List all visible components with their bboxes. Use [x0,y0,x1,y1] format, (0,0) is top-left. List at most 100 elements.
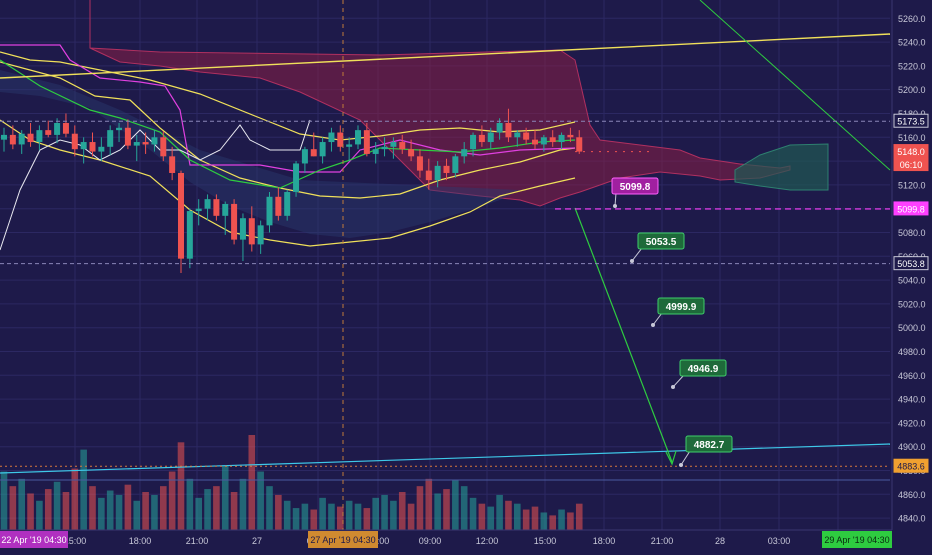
candle-body [9,134,16,145]
time-tick-label: 21:00 [651,536,674,546]
time-tick-label: 27 [252,536,262,546]
projection-arrowhead [665,450,677,466]
crosshair-time-label: 27 Apr '19 04:30 [310,535,375,545]
time-axis-background [0,530,932,550]
candle-body [195,208,202,212]
candle-body [1,134,7,140]
candle-body [18,133,25,145]
conversion-line [0,59,576,189]
candle-body [461,149,468,157]
volume-bar [567,512,574,530]
candle-body [319,142,326,157]
volume-bar [363,508,371,530]
candle-body [337,132,344,147]
time-tick-label: 15:00 [534,536,557,546]
volume-bar [407,503,415,530]
callout-anchor [630,259,634,263]
price-tick-label: 5260.0 [898,14,926,24]
candle-body [346,144,353,147]
callout-leader [631,247,643,262]
price-axis-background [892,0,932,550]
volume-bar [514,503,521,530]
candle-body [160,137,167,157]
callout-box[interactable] [679,359,727,377]
volume-bar [310,509,318,530]
callout-leader [672,374,685,388]
price-tag[interactable] [893,201,929,216]
volume-bar [460,486,468,530]
price-tag[interactable] [893,458,929,473]
candle-body [549,137,556,143]
volume-bar [0,471,8,530]
candle-body [133,142,140,146]
volume-bar [390,500,397,530]
price-tag-label: 5099.8 [897,204,925,214]
volume-bar [213,486,220,530]
ichimoku-cloud [0,0,829,238]
candle-body [381,146,388,150]
volume-bar [425,478,433,530]
callout-leader [652,312,663,326]
time-tick-label: 09:00 [419,536,442,546]
candle-body [284,192,291,216]
callout-anchor [671,385,675,389]
rising-trendline [0,33,891,79]
volume-bar [381,494,388,530]
volume-bar [283,500,291,530]
trend-drawings [0,0,891,530]
candle-body [27,133,34,143]
time-axis[interactable]: 15:0018:0021:002703:0006:0009:0012:0015:… [0,529,932,550]
volume-bar [53,481,61,530]
volume-bar [337,506,344,530]
callout-box[interactable] [637,232,685,250]
candle-body [505,123,512,138]
volume-bar [416,486,424,530]
target-callouts[interactable]: 5099.8 5053.5 4999.9 4946.9 4882.7 [611,177,733,467]
volume-bar [27,493,34,530]
volume-bar [434,493,441,530]
candle-body [213,199,220,216]
volume-bar [151,494,158,530]
volume-bar [496,494,503,530]
callout-label: 4882.7 [694,440,725,451]
price-tag[interactable] [893,157,929,172]
candle-body [222,203,229,216]
callout-label: 5053.5 [646,237,677,248]
range-end-label: 29 Apr '19 04:30 [824,535,889,545]
price-tick-label: 5040.0 [898,276,926,286]
callout-box[interactable] [611,177,659,195]
range-end-tag[interactable] [822,531,892,548]
time-tick-label: 21:00 [186,536,209,546]
candle-body [523,132,530,140]
price-axis[interactable]: 5260.05240.05220.05200.05180.05160.05140… [891,0,932,550]
volume-bar [257,471,264,530]
candle-body [408,149,415,157]
candle-body [363,130,370,154]
candle-body [71,133,78,150]
time-tick-label: 18:00 [129,536,152,546]
price-tag[interactable] [893,256,929,271]
price-tag-label: 5148.0 [897,147,925,157]
price-tick-label: 5160.0 [898,133,926,143]
crosshair-time-tag[interactable] [308,531,378,548]
candle-body [372,149,379,154]
candle-body [301,149,308,164]
volume-bar [558,509,565,530]
volume-bar [186,478,194,530]
candle-body [390,142,397,147]
volume-bar [18,478,25,530]
volume-bar [487,506,495,530]
candle-body [231,203,238,240]
callout-box[interactable] [685,435,733,453]
bollinger-fill [0,70,520,238]
range-start-tag[interactable] [0,531,68,548]
volume-bar [89,486,96,530]
candle-body [98,146,105,152]
price-tag[interactable] [893,113,929,128]
price-tick-label: 4960.0 [898,371,926,381]
volume-bar [319,497,326,530]
candle-body [293,163,300,193]
callout-box[interactable] [657,297,705,315]
